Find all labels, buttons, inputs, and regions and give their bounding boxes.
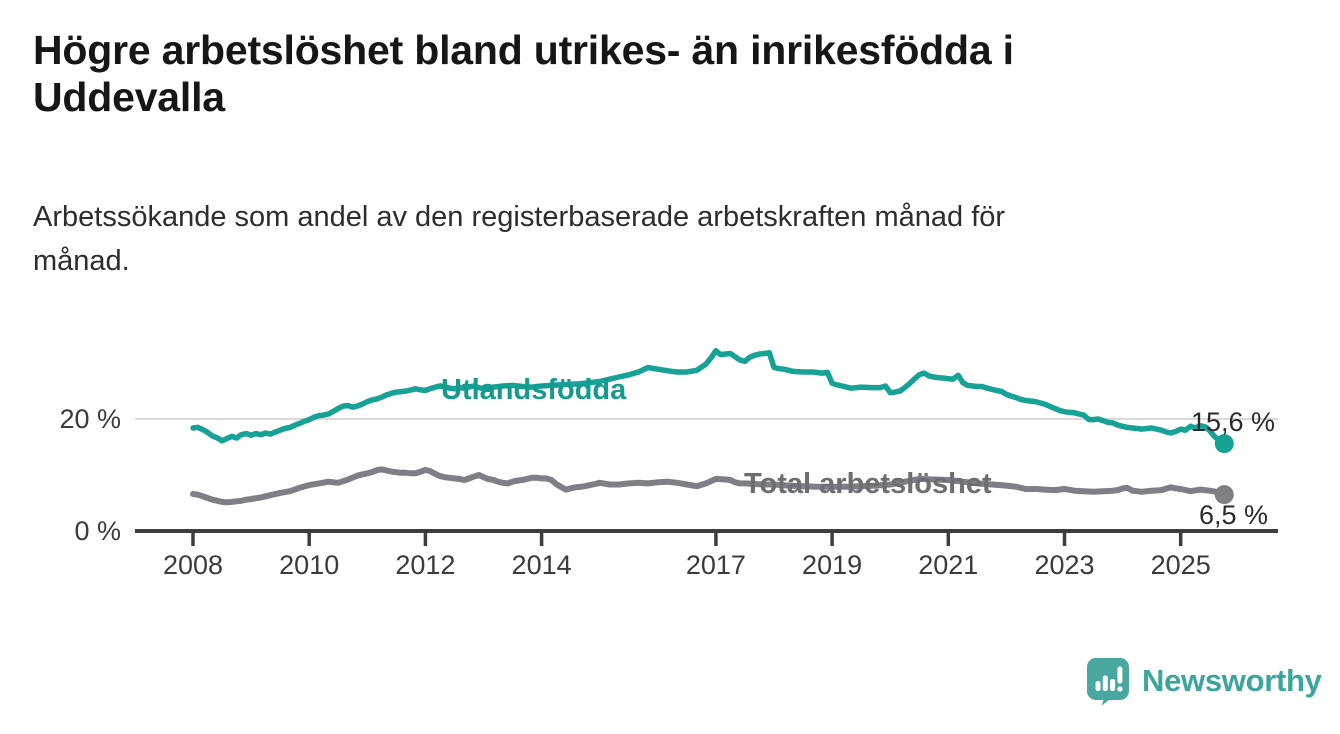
series-label-1: Total arbetslöshet (744, 468, 992, 500)
x-tick-label-2025: 2025 (1151, 550, 1211, 580)
newsworthy-speech-bubble-bar-chart-icon (1085, 656, 1131, 706)
newsworthy-logo-text: Newsworthy (1142, 663, 1322, 698)
x-tick-label-2021: 2021 (918, 550, 978, 580)
page-title: Högre arbetslöshet bland utrikes- än inr… (33, 27, 1014, 121)
y-tick-label-20-percent: 20 % (59, 404, 121, 434)
page-title-line-1: Högre arbetslöshet bland utrikes- än inr… (33, 27, 1014, 73)
x-tick-label-2017: 2017 (686, 550, 746, 580)
series-label-0: Utlandsfödda (441, 374, 627, 406)
x-tick-label-2014: 2014 (512, 550, 572, 580)
x-tick-label-2019: 2019 (802, 550, 862, 580)
x-tick-label-2010: 2010 (279, 550, 339, 580)
series-endpoint-dot-1 (1214, 485, 1234, 505)
chart-subtitle: Arbetssökande som andel av den registerb… (33, 196, 1005, 283)
series-line-1 (190, 466, 1228, 506)
chart-subtitle-line-2: månad. (33, 244, 130, 277)
x-tick-label-2023: 2023 (1034, 550, 1094, 580)
newsworthy-logo[interactable]: Newsworthy (1085, 656, 1322, 706)
page-title-line-2: Uddevalla (33, 74, 225, 121)
series-endpoint-dot-0 (1214, 434, 1234, 454)
series-end-value-label-0: 15,6 % (1191, 407, 1275, 437)
series-end-value-label-1: 6,5 % (1199, 500, 1268, 530)
x-tick-label-2012: 2012 (395, 550, 455, 580)
series-line-0 (190, 347, 1228, 447)
y-tick-label-0-percent: 0 % (74, 516, 121, 546)
x-tick-label-2008: 2008 (163, 550, 223, 580)
chart-subtitle-line-1: Arbetssökande som andel av den registerb… (33, 201, 1006, 233)
